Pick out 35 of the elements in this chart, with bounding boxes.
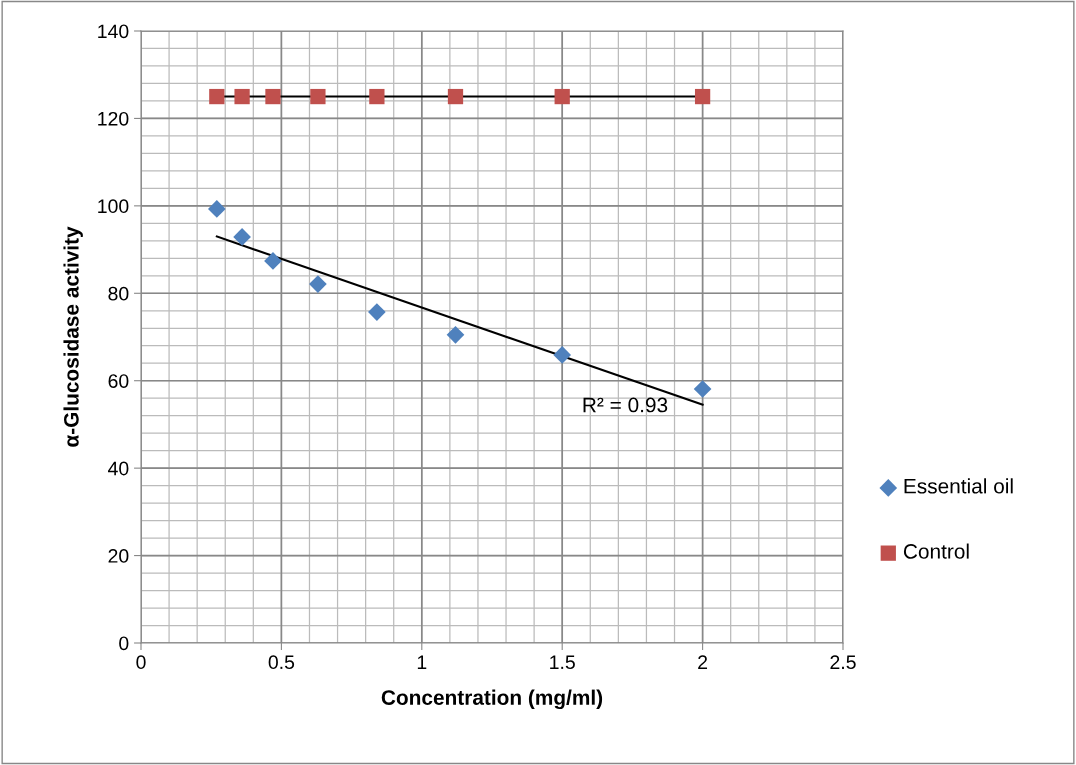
legend-label: Control bbox=[903, 543, 969, 559]
x-tick-label: 0.5 bbox=[268, 655, 295, 670]
point bbox=[265, 88, 281, 105]
x-tick-label: 1.5 bbox=[550, 655, 575, 670]
point bbox=[554, 88, 570, 105]
y-tick-label: 80 bbox=[108, 286, 129, 301]
point bbox=[446, 325, 465, 344]
x-tick-label: 0 bbox=[136, 655, 146, 670]
point bbox=[447, 88, 464, 105]
x-tick-label: 1 bbox=[417, 655, 427, 669]
point bbox=[209, 88, 225, 105]
x-axis-title: Concentration (mg/ml) bbox=[381, 689, 603, 710]
point bbox=[368, 303, 386, 321]
y-tick-label: 140 bbox=[98, 24, 129, 39]
point bbox=[310, 88, 326, 105]
y-tick-label: 60 bbox=[108, 374, 129, 388]
y-tick-label: 40 bbox=[108, 461, 129, 476]
y-tick-label: 0 bbox=[119, 636, 129, 651]
y-tick-label: 120 bbox=[98, 111, 129, 126]
legend-label: Essential oil bbox=[904, 478, 1013, 494]
point bbox=[264, 252, 282, 270]
point bbox=[369, 88, 385, 105]
point bbox=[553, 346, 572, 364]
point bbox=[234, 88, 250, 105]
point bbox=[207, 200, 226, 218]
y-axis-title: α-Glucosidase activity bbox=[63, 226, 83, 447]
y-tick-label: 100 bbox=[98, 199, 129, 214]
point bbox=[693, 380, 712, 398]
x-tick-label: 2.5 bbox=[830, 655, 856, 670]
y-tick-label: 20 bbox=[108, 549, 129, 563]
x-tick-label: 2 bbox=[698, 655, 708, 669]
annotation: R² = 0.93 bbox=[583, 397, 668, 413]
point bbox=[233, 228, 251, 246]
point bbox=[694, 88, 711, 105]
point bbox=[309, 275, 327, 293]
